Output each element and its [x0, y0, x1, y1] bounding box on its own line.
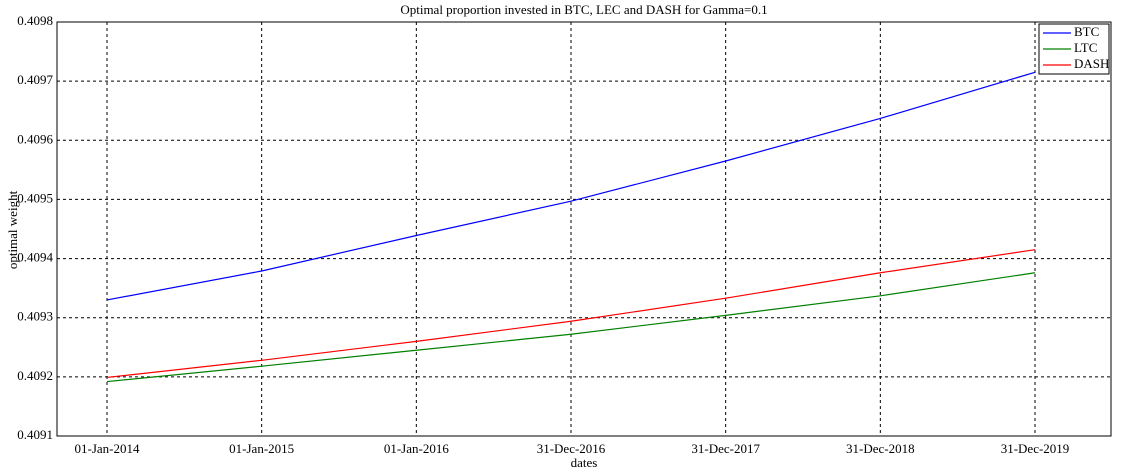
x-tick-label: 01-Jan-2016 [384, 441, 449, 456]
y-tick-label: 0.4098 [17, 13, 53, 28]
chart-title: Optimal proportion invested in BTC, LEC … [400, 2, 767, 17]
x-tick-label: 31-Dec-2019 [1001, 441, 1070, 456]
legend-label: DASH [1074, 56, 1109, 71]
x-tick-label: 31-Dec-2017 [691, 441, 760, 456]
y-axis-label: optimal weight [5, 190, 20, 269]
plot-area [57, 22, 1111, 436]
y-tick-label: 0.4093 [17, 309, 53, 324]
x-tick-label: 01-Jan-2014 [75, 441, 140, 456]
plot-frame [56, 21, 1112, 437]
legend-label: BTC [1074, 24, 1099, 39]
series-line [106, 71, 1036, 301]
x-axis-label: dates [571, 455, 598, 470]
legend-label: LTC [1074, 40, 1097, 55]
y-tick-label: 0.4097 [17, 72, 53, 87]
x-tick-label: 31-Dec-2016 [537, 441, 606, 456]
y-tick-label: 0.4095 [17, 190, 53, 205]
y-tick-label: 0.4092 [17, 368, 53, 383]
x-tick-label: 31-Dec-2018 [846, 441, 915, 456]
x-tick-label: 01-Jan-2015 [229, 441, 294, 456]
y-tick-label: 0.4096 [17, 131, 53, 146]
series-line [106, 249, 1036, 379]
y-tick-label: 0.4091 [17, 427, 53, 442]
y-tick-label: 0.4094 [17, 250, 53, 265]
series-line [106, 272, 1036, 383]
